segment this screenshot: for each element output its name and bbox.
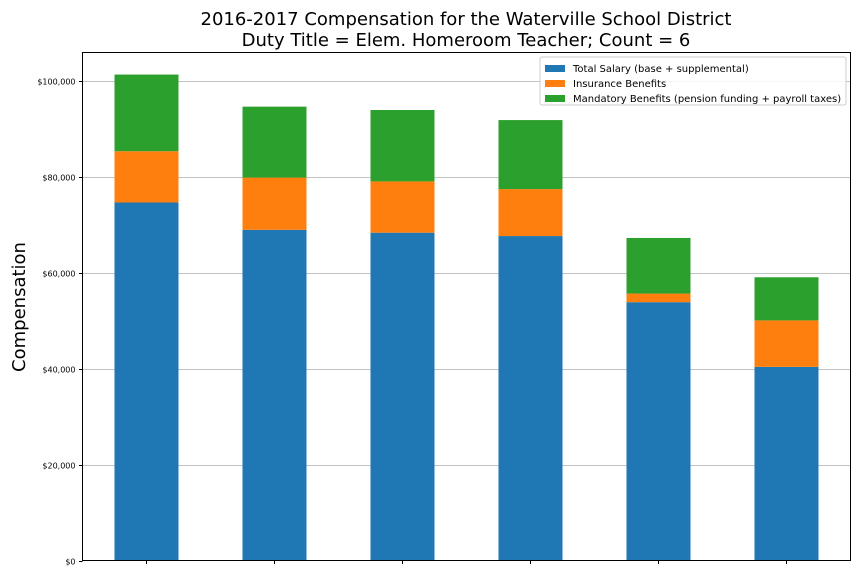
legend-swatch bbox=[545, 65, 565, 72]
gridlines bbox=[82, 81, 851, 466]
bar-segment bbox=[242, 177, 307, 230]
y-tick-label: $20,000 bbox=[42, 462, 75, 471]
bars bbox=[114, 74, 819, 561]
plot-frame bbox=[82, 52, 851, 561]
bar-segment bbox=[114, 202, 179, 561]
bar-segment bbox=[754, 277, 819, 321]
legend-label: Insurance Benefits bbox=[573, 79, 666, 90]
chart-title: 2016-2017 Compensation for the Watervill… bbox=[201, 9, 732, 30]
y-tick-label: $80,000 bbox=[42, 174, 75, 183]
y-tick-label: $40,000 bbox=[42, 366, 75, 375]
bar-segment bbox=[498, 189, 563, 237]
legend-label: Total Salary (base + supplemental) bbox=[572, 64, 749, 75]
y-tick-label: $60,000 bbox=[42, 270, 75, 279]
bar-segment bbox=[242, 229, 307, 561]
bar-segment bbox=[242, 106, 307, 178]
legend-swatch bbox=[545, 95, 565, 102]
bar-segment bbox=[370, 110, 435, 182]
y-tick-label: $100,000 bbox=[37, 78, 75, 87]
bar-segment bbox=[370, 232, 435, 561]
legend-swatch bbox=[545, 80, 565, 87]
bar-segment bbox=[370, 181, 435, 233]
bar-segment bbox=[498, 120, 563, 190]
bar-segment bbox=[498, 236, 563, 561]
y-axis-label: Compensation bbox=[9, 242, 30, 372]
bar-segment bbox=[626, 237, 691, 294]
bar-segment bbox=[754, 366, 819, 561]
y-tick-label: $0 bbox=[65, 558, 75, 567]
bar-segment bbox=[626, 293, 691, 303]
legend: Total Salary (base + supplemental) Insura… bbox=[539, 56, 847, 106]
legend-box bbox=[539, 56, 847, 106]
chart-subtitle: Duty Title = Elem. Homeroom Teacher; Cou… bbox=[242, 30, 691, 51]
bar-segment bbox=[114, 151, 179, 203]
bar-segment bbox=[754, 320, 819, 367]
axis-ticks: $0 $20,000 $40,000 $60,000 $80,000 $100,000 bbox=[37, 78, 787, 567]
legend-label: Mandatory Benefits (pension funding + pa… bbox=[573, 94, 841, 105]
bar-segment bbox=[626, 302, 691, 561]
bar-segment bbox=[114, 74, 179, 152]
